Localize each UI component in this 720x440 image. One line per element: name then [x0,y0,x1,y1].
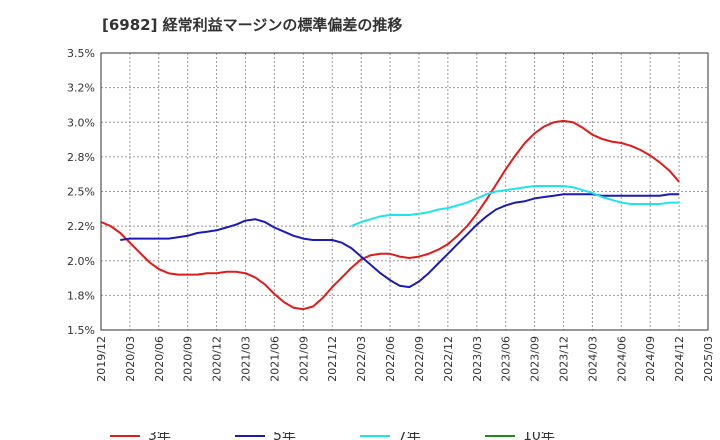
y-tick-label: 2.5% [67,186,95,199]
x-tick-label: 2021/12 [326,336,339,382]
y-tick-label: 3.5% [67,47,95,60]
chart-title: [6982] 経常利益マージンの標準偏差の推移 [102,16,403,34]
y-tick-label: 3.0% [67,116,95,129]
y-tick-label: 2.2% [67,220,95,233]
legend-label-2: 7年 [398,432,421,440]
y-tick-label: 1.8% [67,289,95,302]
legend-label-0: 3年 [148,432,171,440]
x-tick-label: 2022/09 [413,336,426,382]
x-tick-label: 2021/03 [240,336,253,382]
x-tick-label: 2020/06 [153,336,166,382]
legend-label-3: 10年 [523,432,555,440]
y-tick-label: 2.8% [67,151,95,164]
x-tick-label: 2024/06 [615,336,628,382]
plot-frame [100,52,709,331]
x-tick-label: 2024/12 [673,336,686,382]
x-tick-label: 2023/12 [557,336,570,382]
y-axis-ticks: 1.5% 1.8% 2.0% 2.2% 2.5% 2.8% 3.0% 3.2% 3.5% [67,47,95,337]
y-tick-label: 3.2% [67,82,95,95]
x-tick-label: 2025/03 [702,336,715,382]
x-tick-label: 2021/09 [297,336,310,382]
x-tick-label: 2023/09 [529,336,542,382]
series-line-1 [120,193,680,289]
x-tick-label: 2023/03 [471,336,484,382]
legend: 3年 5年 7年 10年 [110,432,555,440]
x-tick-label: 2024/03 [586,336,599,382]
series-lines [100,119,680,311]
x-tick-label: 2023/06 [500,336,513,382]
series-line-2 [351,185,680,228]
y-tick-label: 1.5% [67,324,95,337]
series-line-0 [100,119,680,311]
grid-lines [100,52,709,331]
x-axis-ticks: 2019/12 2020/03 2020/06 2020/09 2020/12 2021/… [95,336,715,382]
x-tick-label: 2024/09 [644,336,657,382]
x-tick-label: 2022/06 [384,336,397,382]
x-tick-label: 2020/09 [182,336,195,382]
x-tick-label: 2021/06 [268,336,281,382]
x-tick-label: 2020/12 [211,336,224,382]
y-tick-label: 2.0% [67,255,95,268]
legend-label-1: 5年 [273,432,296,440]
x-tick-label: 2019/12 [95,336,108,382]
x-tick-label: 2020/03 [124,336,137,382]
x-tick-label: 2022/03 [355,336,368,382]
x-tick-label: 2022/12 [442,336,455,382]
